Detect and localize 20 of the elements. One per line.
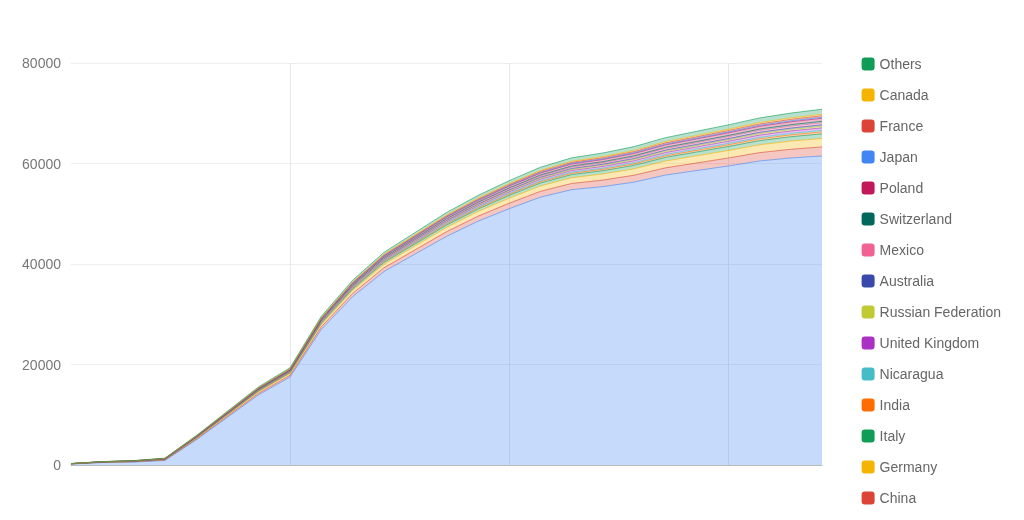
legend-label: Canada	[879, 87, 929, 103]
legend-label: Nicaragua	[879, 366, 944, 382]
legend-label: Russian Federation	[879, 304, 1002, 320]
legend-label: Poland	[879, 180, 924, 196]
legend-label: China	[879, 490, 917, 506]
legend-label: Switzerland	[879, 211, 952, 227]
y-tick-label: 60000	[22, 155, 62, 172]
legend-label: Australia	[879, 273, 935, 289]
legend-label: France	[879, 118, 924, 134]
y-tick-label: 0	[53, 457, 62, 473]
legend-label: Others	[879, 56, 922, 72]
legend-label: Mexico	[879, 242, 925, 258]
legend-label: Japan	[879, 149, 918, 165]
legend-label: United Kingdom	[879, 335, 980, 351]
legend-label: India	[879, 397, 911, 413]
legend-label: Germany	[879, 459, 938, 475]
y-tick-label: 20000	[22, 356, 62, 373]
y-tick-label: 80000	[22, 55, 62, 71]
y-tick-label: 40000	[22, 256, 62, 272]
legend-label: Italy	[879, 428, 906, 444]
